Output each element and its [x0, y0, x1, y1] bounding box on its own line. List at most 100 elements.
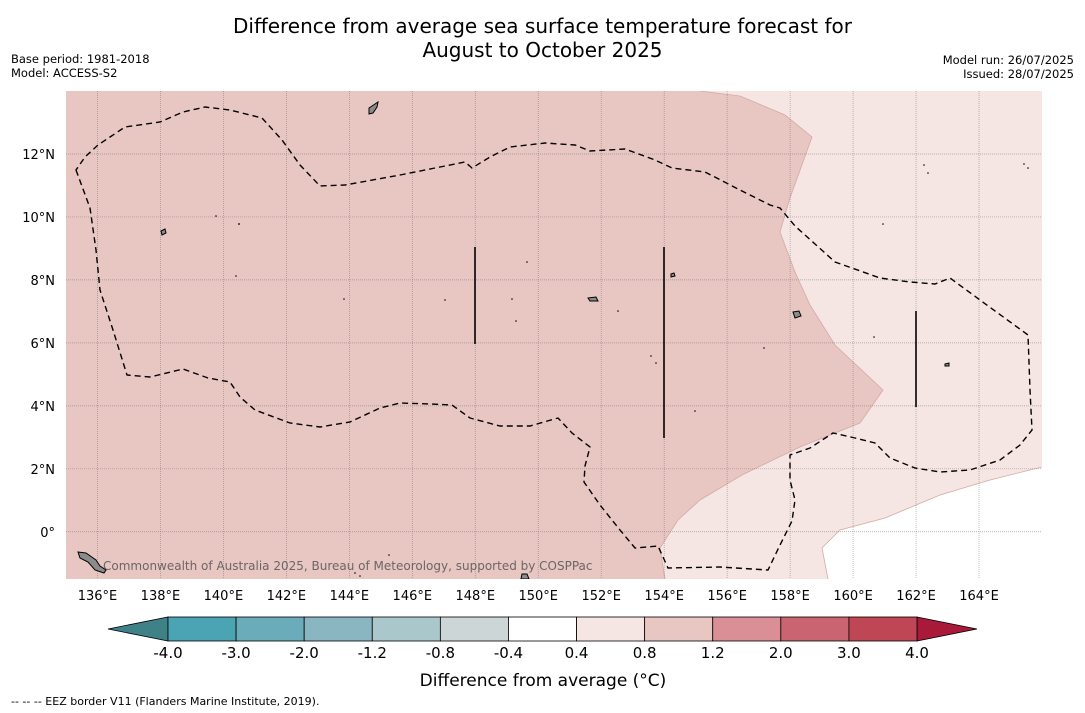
colorbar-tick-label: -0.8: [426, 644, 455, 662]
colorbar-bin: [848, 616, 918, 642]
islet: [655, 362, 657, 364]
lon-tick-label: 150°E: [518, 589, 558, 604]
map-title: Difference from average sea surface temp…: [0, 14, 1085, 62]
title-line-1: Difference from average sea surface temp…: [232, 14, 852, 38]
island-east-1: [792, 310, 802, 319]
colorbar-tick-label: -3.0: [221, 644, 250, 662]
lon-tick-label: 146°E: [393, 589, 433, 604]
islet: [511, 298, 513, 300]
copyright-notice: Commonwealth of Australia 2025, Bureau o…: [103, 559, 593, 573]
colorbar-tick-label: 0.8: [633, 644, 657, 662]
eez-footnote: -- -- -- EEZ border V11 (Flanders Marine…: [11, 695, 320, 708]
eez-segments: [474, 247, 917, 438]
colorbar-bin: [712, 616, 782, 642]
anomaly-region-outline-2: [821, 466, 1042, 579]
lon-tick-label: 160°E: [833, 589, 873, 604]
lat-tick-label: 0°: [40, 526, 55, 541]
anomaly-region-0p4-0p8: [660, 91, 1042, 579]
colorbar-bin: [508, 616, 577, 642]
latitude-labels: 12°N 10°N 8°N 6°N 4°N 2°N 0°: [22, 148, 55, 541]
colorbar-bin: [303, 616, 373, 642]
issued-date: Issued: 28/07/2025: [963, 67, 1074, 81]
colorbar-bin: [371, 616, 441, 642]
lat-tick-label: 10°N: [22, 211, 55, 226]
lat-tick-label: 12°N: [22, 148, 55, 163]
islands: [77, 100, 950, 579]
title-line-2: August to October 2025: [422, 38, 663, 62]
islet: [617, 310, 619, 312]
lon-tick-label: 152°E: [581, 589, 621, 604]
lat-tick-label: 8°N: [31, 274, 56, 289]
colorbar-under-arrow: [107, 616, 169, 642]
meta-left: Base period: 1981-2018 Model: ACCESS-S2: [11, 52, 150, 80]
islet: [927, 172, 929, 174]
islet: [694, 410, 696, 412]
lon-tick-label: 164°E: [959, 589, 999, 604]
lon-tick-label: 138°E: [141, 589, 181, 604]
lon-tick-label: 140°E: [204, 589, 244, 604]
base-period: Base period: 1981-2018: [11, 52, 150, 66]
colorbar-tick-label: -2.0: [290, 644, 319, 662]
lon-tick-label: 148°E: [456, 589, 496, 604]
island-south-1: [77, 551, 107, 574]
island-east-2: [944, 362, 950, 367]
islet: [763, 347, 765, 349]
lon-tick-label: 156°E: [707, 589, 747, 604]
islet: [359, 575, 361, 577]
lon-tick-label: 142°E: [267, 589, 307, 604]
islet: [238, 223, 240, 225]
colorbar-bin: [644, 616, 714, 642]
eez-border-west: [75, 106, 1033, 571]
colorbar-bin: [235, 616, 305, 642]
islet: [354, 572, 356, 574]
islet: [235, 275, 237, 277]
island-mid-2: [587, 296, 599, 302]
lat-tick-label: 6°N: [31, 337, 56, 352]
colorbar-tick-label: -1.2: [358, 644, 387, 662]
lat-tick-label: 4°N: [31, 400, 56, 415]
model-name: Model: ACCESS-S2: [11, 66, 118, 80]
colorbar-tick-label: -0.4: [494, 644, 523, 662]
colorbar-bin: [576, 616, 646, 642]
colorbar: -4.0 -3.0 -2.0 -1.2 -0.8 -0.4 0.4 0.8 1.2 2.0 3.0 4…: [107, 616, 978, 662]
colorbar-tick-label: 1.2: [701, 644, 725, 662]
islet: [923, 164, 925, 166]
islet: [215, 215, 217, 217]
lon-tick-label: 144°E: [330, 589, 370, 604]
lat-tick-label: 2°N: [31, 463, 56, 478]
map-panel: Commonwealth of Australia 2025, Bureau o…: [66, 91, 1042, 579]
anomaly-region-outline: [659, 91, 884, 579]
islet: [388, 554, 390, 556]
colorbar-title: Difference from average (°C): [420, 671, 667, 691]
islet: [650, 355, 652, 357]
model-run: Model run: 26/07/2025: [942, 53, 1074, 67]
islet: [444, 299, 446, 301]
colorbar-tick-label: 4.0: [905, 644, 929, 662]
colorbar-over-arrow: [916, 616, 978, 642]
islet: [1027, 167, 1029, 169]
islet: [515, 320, 517, 322]
longitude-labels: 136°E 138°E 140°E 142°E 144°E 146°E 148°E 150°E…: [78, 589, 999, 604]
island-east-3: [670, 272, 676, 278]
meta-right: Model run: 26/07/2025 Issued: 28/07/2025: [943, 53, 1074, 81]
colorbar-tick-label: 0.4: [565, 644, 589, 662]
anomaly-region-near-zero: [822, 467, 1042, 579]
islet: [526, 261, 528, 263]
colorbar-tick-label: 3.0: [837, 644, 861, 662]
lon-tick-label: 136°E: [78, 589, 118, 604]
islet: [1023, 163, 1025, 165]
island-south-2: [520, 573, 530, 579]
lon-tick-label: 158°E: [770, 589, 810, 604]
island-north: [368, 100, 379, 115]
colorbar-bin: [439, 616, 509, 642]
lon-tick-label: 154°E: [644, 589, 684, 604]
islet: [343, 298, 345, 300]
colorbar-tick-label: -4.0: [153, 644, 182, 662]
colorbar-bin: [780, 616, 850, 642]
colorbar-bin: [167, 616, 237, 642]
small-islets: [215, 163, 1029, 577]
colorbar-tick-label: 2.0: [769, 644, 793, 662]
lon-tick-label: 162°E: [896, 589, 936, 604]
islet: [873, 336, 875, 338]
island-mid-1: [160, 228, 167, 236]
